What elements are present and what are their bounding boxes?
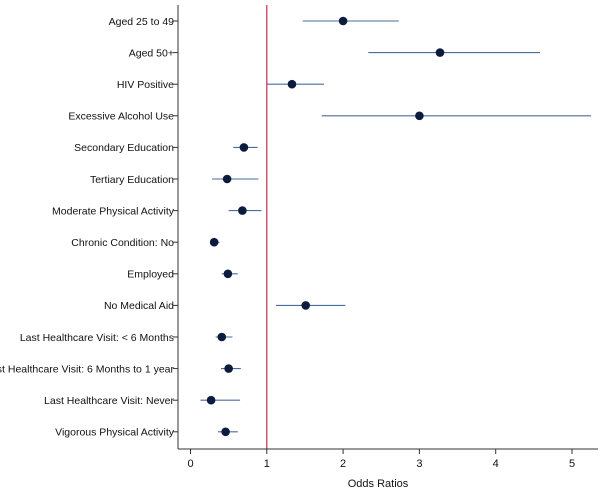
row-label: Last Healthcare Visit: 6 Months to 1 yea… — [0, 363, 174, 375]
forest-row: Aged 50+ — [129, 47, 540, 59]
odds-ratio-point — [223, 269, 233, 279]
odds-ratio-point — [209, 237, 219, 247]
row-label: Moderate Physical Activity — [52, 205, 175, 217]
forest-row: Moderate Physical Activity — [52, 205, 262, 217]
odds-ratio-point — [338, 16, 348, 26]
row-label: Tertiary Education — [90, 174, 174, 186]
row-label: Last Healthcare Visit: Never — [44, 395, 174, 407]
odds-ratio-point — [221, 427, 230, 437]
odds-ratio-point — [217, 332, 227, 342]
row-label: No Medical Aid — [104, 300, 174, 312]
x-tick-label: 1 — [264, 458, 270, 470]
odds-ratio-point — [287, 79, 297, 89]
x-tick-label: 4 — [493, 458, 499, 470]
odds-ratio-point — [415, 111, 424, 121]
forest-row: HIV Positive — [117, 79, 325, 91]
row-label: Vigorous Physical Activity — [55, 427, 175, 439]
odds-ratio-point — [301, 301, 311, 310]
row-label: Employed — [127, 269, 174, 281]
odds-ratio-point — [238, 206, 247, 215]
x-axis-title: Odds Ratios — [348, 478, 409, 490]
row-label: Secondary Education — [74, 142, 174, 154]
x-tick-label: 3 — [416, 458, 422, 470]
row-label: HIV Positive — [117, 79, 174, 91]
forest-row: Tertiary Education — [90, 174, 259, 186]
forest-row: Chronic Condition: No — [71, 237, 220, 249]
forest-row: Aged 25 to 49 — [109, 16, 399, 28]
odds-ratio-point — [435, 48, 445, 57]
odds-ratio-point — [224, 364, 233, 373]
forest-row: Last Healthcare Visit: < 6 Months — [20, 332, 233, 344]
forest-rows: Aged 25 to 49 Aged 50+ HIV Positive Excessi… — [0, 16, 592, 439]
row-label: Aged 50+ — [129, 47, 174, 59]
row-label: Last Healthcare Visit: < 6 Months — [20, 332, 174, 344]
x-axis: 0 1 2 3 4 5 — [177, 5, 598, 470]
row-label: Chronic Condition: No — [71, 237, 174, 249]
forest-row: Last Healthcare Visit: Never — [44, 395, 241, 407]
forest-row: Employed — [127, 269, 238, 281]
row-label: Excessive Alcohol Use — [68, 111, 174, 123]
odds-ratio-point — [206, 395, 216, 405]
x-tick-label: 2 — [340, 458, 346, 470]
odds-ratio-point — [222, 174, 232, 184]
forest-row: Secondary Education — [74, 142, 258, 154]
x-tick-label: 0 — [187, 458, 193, 470]
x-tick-label: 5 — [569, 458, 575, 470]
odds-ratio-point — [239, 143, 249, 152]
row-label: Aged 25 to 49 — [109, 16, 175, 28]
forest-row: Last Healthcare Visit: 6 Months to 1 yea… — [0, 363, 241, 375]
forest-row: Vigorous Physical Activity — [55, 427, 238, 439]
forest-row: Excessive Alcohol Use — [68, 111, 592, 123]
forest-row: No Medical Aid — [104, 300, 346, 312]
